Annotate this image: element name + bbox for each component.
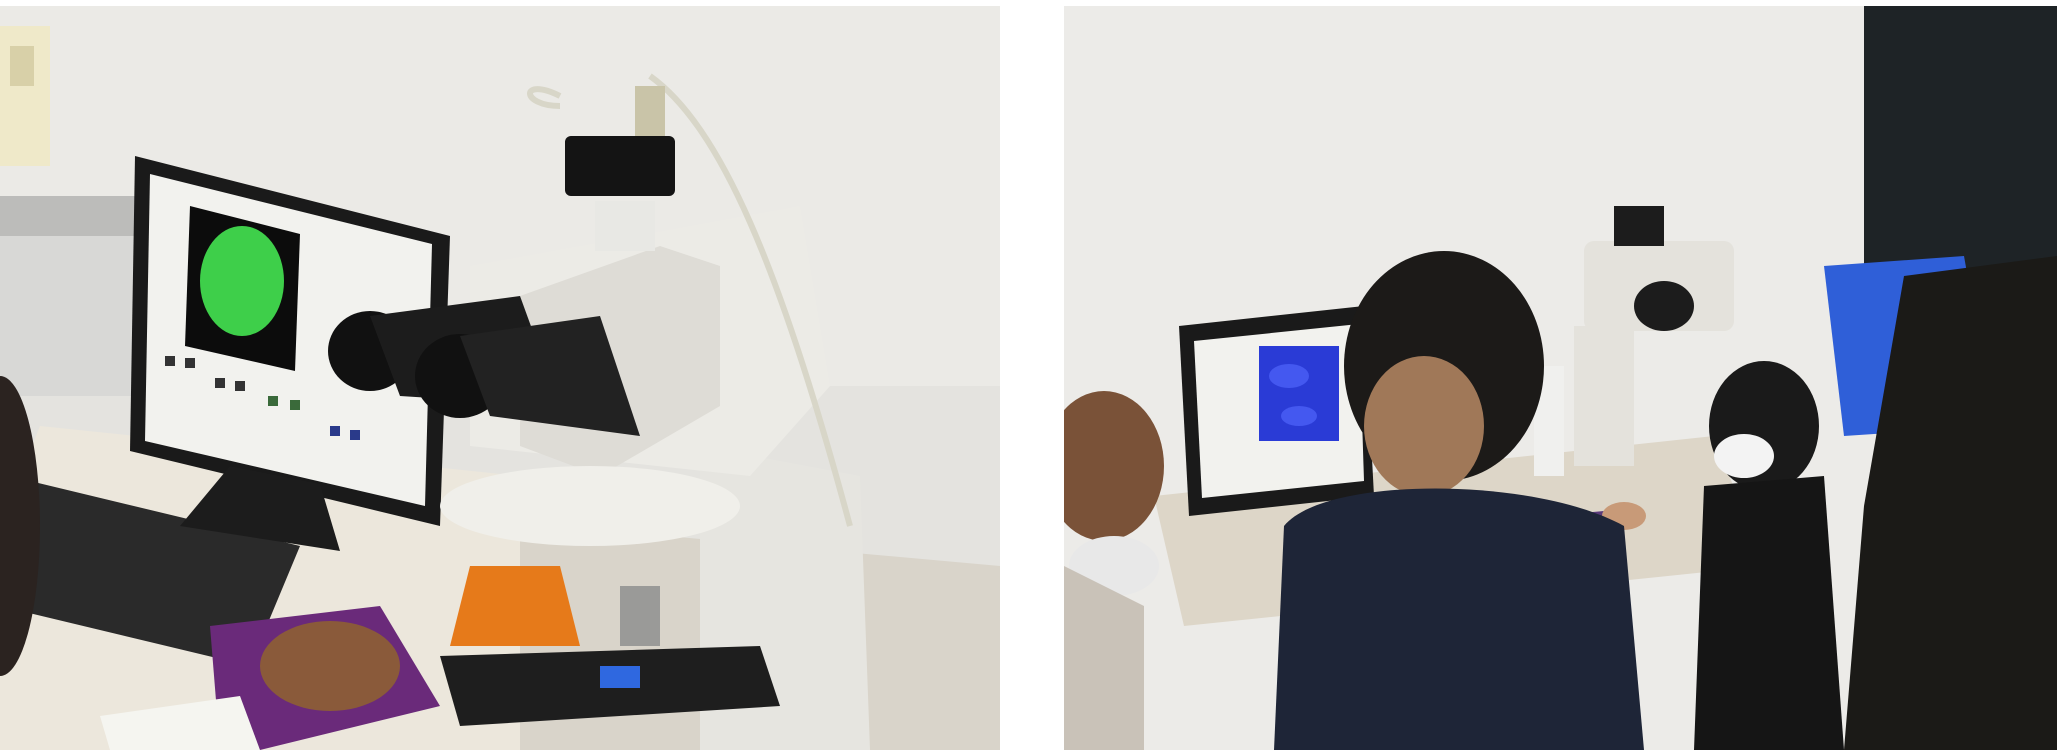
- right-photo: [1064, 6, 2057, 750]
- microscope: [328, 73, 870, 750]
- monitor: [130, 156, 450, 551]
- green-cell: [200, 226, 284, 336]
- hand: [260, 621, 400, 711]
- label-card: [100, 696, 260, 750]
- camera: [1614, 206, 1664, 246]
- left-photo-scene: [0, 6, 1000, 750]
- student-boy: [1274, 251, 1644, 750]
- student-left: [1064, 391, 1164, 750]
- right-photo-scene: [1064, 6, 2057, 750]
- person-right: [1844, 256, 2057, 750]
- orange-shield: [450, 566, 580, 646]
- microscope: [1534, 206, 1734, 476]
- camera: [565, 136, 675, 196]
- curtain: [1864, 6, 2057, 306]
- blue-fluorescence-image: [1259, 346, 1339, 441]
- left-photo: [0, 6, 1000, 750]
- keyboard: [0, 481, 300, 666]
- person-edge: [0, 376, 40, 676]
- monitor: [1179, 306, 1374, 516]
- monitor-stand: [180, 466, 340, 551]
- student-girl: [1602, 361, 1844, 750]
